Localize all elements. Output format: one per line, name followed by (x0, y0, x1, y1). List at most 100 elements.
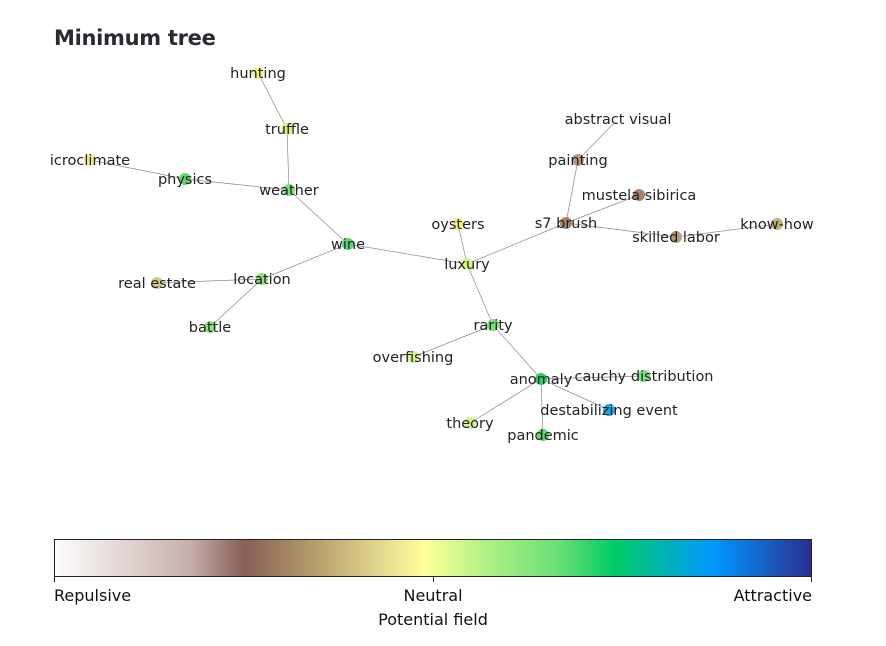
node-label-truffle: truffle (265, 122, 309, 138)
edge-anomaly-cauchy (540, 375, 645, 380)
node-marker-s7_brush (560, 217, 572, 229)
edge-location-battle (209, 278, 263, 328)
colorbar-tick-label-repulsive: Repulsive (54, 586, 132, 605)
edge-wine-luxury (347, 243, 468, 265)
node-label-weather: weather (259, 183, 318, 199)
diagram-title: Minimum tree (54, 26, 216, 50)
node-skilled_labor: skilled labor (632, 230, 720, 246)
node-label-battle: battle (189, 320, 231, 336)
edge-wine-location (261, 243, 349, 280)
node-physics: physics (158, 172, 212, 188)
node-marker-real_estate (151, 277, 163, 289)
colorbar-tick-label-attractive: Attractive (733, 586, 812, 605)
node-marker-battle (204, 321, 216, 333)
node-label-abstract_visual: abstract visual (565, 112, 672, 128)
potential-field-colorbar (54, 539, 812, 577)
node-pandemic: pandemic (507, 428, 579, 444)
edge-layer (89, 72, 778, 436)
node-overfishing: overfishing (373, 350, 454, 366)
node-marker-rarity (487, 319, 499, 331)
node-label-s7_brush: s7 brush (535, 216, 598, 232)
node-cauchy: cauchy distribution (574, 369, 713, 385)
node-label-overfishing: overfishing (373, 350, 454, 366)
node-battle: battle (189, 320, 231, 336)
node-label-mustela: mustela sibirica (582, 188, 697, 204)
edge-anomaly-destabilizing (540, 378, 610, 411)
node-location: location (233, 272, 291, 288)
edge-rarity-overfishing (412, 324, 494, 358)
edge-luxury-rarity (466, 263, 494, 326)
node-marker-painting (572, 154, 584, 166)
node-marker-weather (283, 184, 295, 196)
node-marker-oysters (452, 218, 464, 230)
node-marker-truffle (281, 123, 293, 135)
node-label-skilled_labor: skilled labor (632, 230, 720, 246)
node-theory: theory (446, 416, 494, 432)
edge-luxury-s7_brush (466, 222, 567, 265)
node-label-physics: physics (158, 172, 212, 188)
node-label-destabilizing: destabilizing event (540, 403, 678, 419)
node-marker-icroclimate (84, 154, 96, 166)
node-mustela: mustela sibirica (582, 188, 697, 204)
node-label-painting: painting (548, 153, 607, 169)
node-s7_brush: s7 brush (535, 216, 598, 232)
node-marker-physics (179, 173, 191, 185)
node-marker-skilled_labor (670, 231, 682, 243)
node-marker-overfishing (407, 351, 419, 363)
node-label-oysters: oysters (431, 217, 484, 233)
edge-painting-abstract_visual (577, 118, 619, 161)
node-marker-mustela (633, 189, 645, 201)
edge-weather-wine (288, 189, 349, 245)
edge-rarity-anomaly (492, 324, 542, 380)
node-label-cauchy: cauchy distribution (574, 369, 713, 385)
node-marker-hunting (252, 67, 264, 79)
node-abstract_visual: abstract visual (565, 112, 672, 128)
node-marker-wine (342, 238, 354, 250)
node-label-icroclimate: icroclimate (50, 153, 130, 169)
node-label-anomaly: anomaly (510, 372, 573, 388)
node-marker-pandemic (537, 429, 549, 441)
edge-physics-weather (184, 178, 290, 191)
node-label-pandemic: pandemic (507, 428, 579, 444)
edge-truffle-weather (286, 128, 290, 191)
node-label-location: location (233, 272, 291, 288)
minimum-tree-graph: hunting truffle icroclimate physics weather w… (50, 66, 814, 444)
edge-hunting-truffle (257, 72, 288, 130)
node-marker-know_how (771, 218, 783, 230)
edge-anomaly-pandemic (540, 378, 544, 436)
edge-skilled_labor-know_how (675, 223, 778, 238)
node-hunting: hunting (230, 66, 286, 82)
edge-s7_brush-skilled_labor (565, 222, 677, 238)
colorbar-axis-label: Potential field (378, 610, 488, 629)
node-truffle: truffle (265, 122, 309, 138)
colorbar-tick-left (54, 577, 55, 582)
node-label-real_estate: real estate (118, 276, 196, 292)
node-marker-location (256, 273, 268, 285)
edge-icroclimate-physics (89, 159, 186, 180)
colorbar-tick-label-neutral: Neutral (403, 586, 463, 605)
edge-s7_brush-mustela (565, 194, 640, 224)
node-label-luxury: luxury (444, 257, 490, 273)
node-know_how: know-how (740, 217, 814, 233)
node-marker-cauchy (638, 370, 650, 382)
edge-oysters-luxury (457, 223, 468, 265)
edge-location-real_estate (156, 278, 263, 284)
node-marker-luxury (461, 258, 473, 270)
node-painting: painting (548, 153, 607, 169)
colorbar-tick-middle (433, 577, 434, 582)
node-oysters: oysters (431, 217, 484, 233)
node-anomaly: anomaly (510, 372, 573, 388)
node-luxury: luxury (444, 257, 490, 273)
node-label-hunting: hunting (230, 66, 286, 82)
node-marker-anomaly (535, 373, 547, 385)
node-rarity: rarity (473, 318, 513, 334)
node-marker-destabilizing (603, 404, 615, 416)
node-icroclimate: icroclimate (50, 153, 130, 169)
node-label-know_how: know-how (740, 217, 814, 233)
node-layer: hunting truffle icroclimate physics weather w… (50, 66, 814, 444)
edge-s7_brush-painting (565, 159, 579, 224)
node-label-wine: wine (331, 237, 365, 253)
node-marker-theory (464, 417, 476, 429)
node-real_estate: real estate (118, 276, 196, 292)
node-destabilizing: destabilizing event (540, 403, 678, 419)
